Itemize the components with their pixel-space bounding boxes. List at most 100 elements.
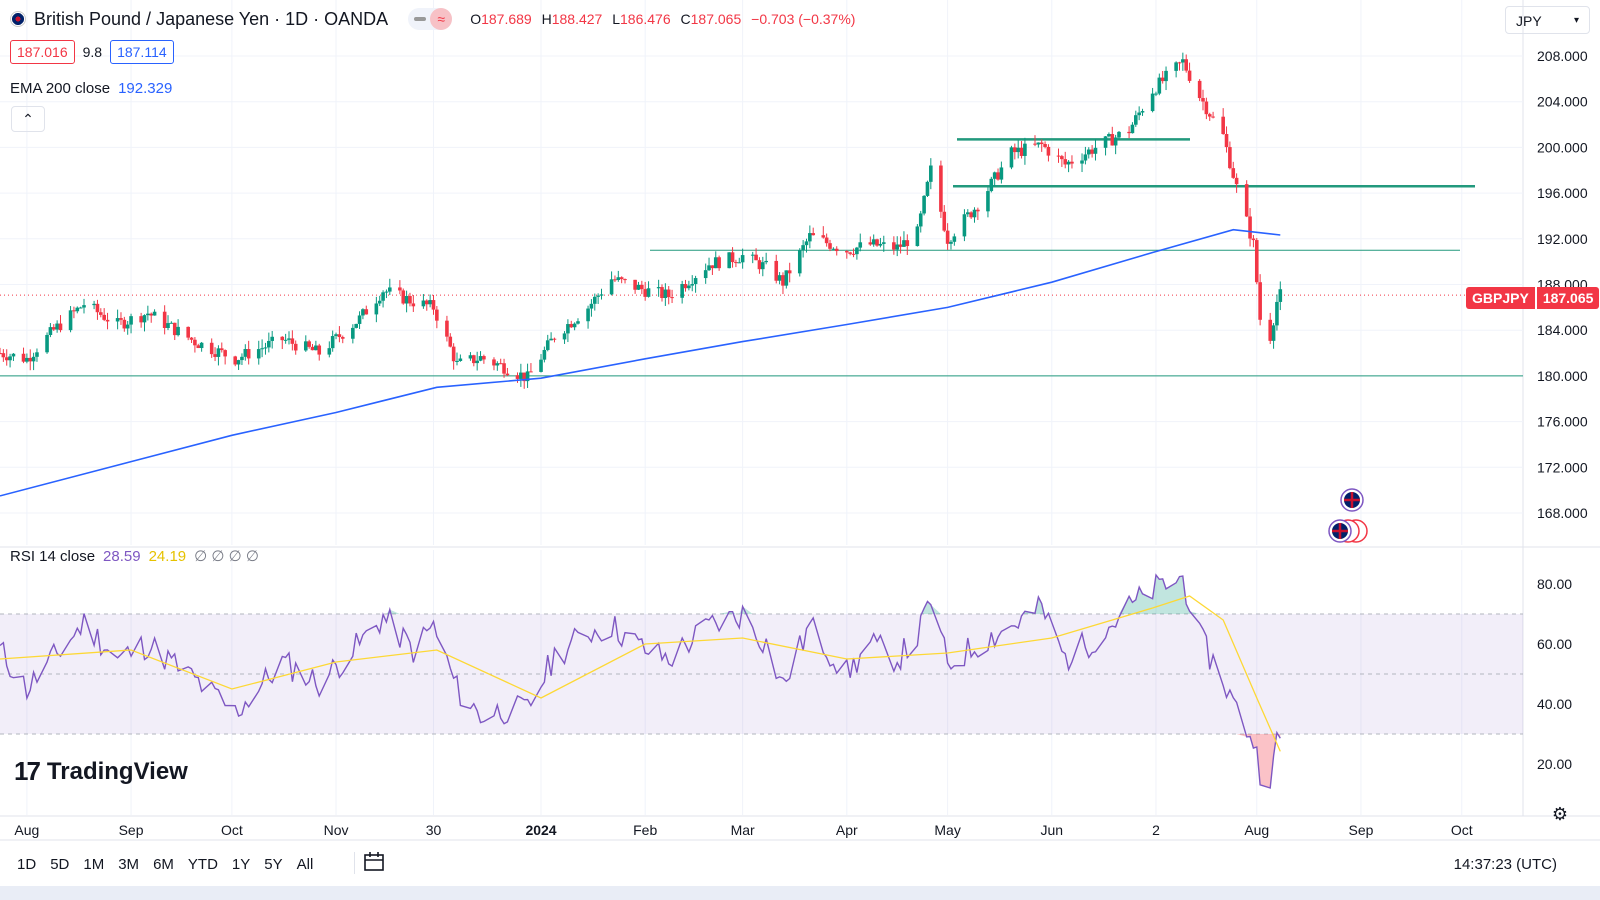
candle-body [1187, 70, 1192, 81]
price-tick-label: 172.000 [1537, 459, 1588, 475]
price-tick-label: 184.000 [1537, 322, 1588, 338]
candle-body [730, 252, 735, 263]
candle-body [102, 314, 106, 320]
candle-body [713, 257, 718, 269]
candle-body [256, 349, 261, 359]
timeframe-button-5y[interactable]: 5Y [264, 856, 283, 873]
candle-body [1039, 142, 1044, 145]
candle-body [99, 312, 103, 315]
timeframe-button-5d[interactable]: 5D [50, 856, 70, 873]
candle-body [1207, 114, 1212, 117]
candle-body [1023, 143, 1027, 156]
currency-selector[interactable]: JPY ▾ [1505, 6, 1590, 34]
clock[interactable]: 14:37:23 (UTC) [1453, 856, 1557, 873]
brand-name: TradingView [46, 757, 188, 785]
price-tick-label: 176.000 [1537, 414, 1588, 430]
ema-legend[interactable]: EMA 200 close 192.329 [10, 80, 172, 97]
ema-200-line [0, 228, 1281, 497]
candle-body [72, 310, 76, 312]
candle-body [468, 355, 473, 359]
chevron-down-icon: ▾ [1573, 15, 1579, 26]
calendar-icon[interactable] [362, 850, 386, 874]
candle-body [1268, 319, 1273, 341]
candle-body [1254, 240, 1259, 283]
candle-body [589, 303, 594, 309]
candle-body [45, 334, 49, 353]
candle-body [986, 191, 990, 212]
legend-header: British Pound / Japanese Yen · 1D · OAND… [10, 8, 861, 30]
candle-body [361, 309, 365, 316]
candle-body [660, 287, 664, 299]
candle-body [58, 323, 63, 331]
ema-value: 192.329 [118, 80, 173, 97]
candle-body [246, 349, 251, 359]
ema-label: EMA 200 close [10, 80, 111, 97]
candle-body [283, 339, 288, 341]
candle-body [1134, 115, 1138, 125]
candle-body [787, 270, 792, 274]
candle-body [354, 323, 358, 328]
timeframe-button-1d[interactable]: 1D [17, 856, 37, 873]
candle-body [364, 309, 369, 315]
candle-body [969, 212, 973, 218]
settings-gear-icon[interactable]: ⚙ [1551, 804, 1569, 824]
candle-body [377, 300, 382, 304]
candle-body [472, 355, 476, 364]
x-tick-label: Jun [1041, 822, 1064, 838]
candle-body [186, 326, 190, 338]
candle-body [78, 307, 83, 309]
x-tick-label: Oct [1451, 822, 1473, 838]
candle-body [1086, 149, 1091, 155]
tradingview-logo[interactable]: 17 TradingView [14, 756, 188, 787]
x-tick-label: May [934, 822, 960, 838]
bid-ask-row: 187.016 9.8 187.114 [10, 40, 174, 64]
rsi-legend[interactable]: RSI 14 close 28.59 24.19 ∅ ∅ ∅ ∅ [10, 547, 259, 566]
timeframe-button-3m[interactable]: 3M [118, 856, 140, 873]
timeframe-button-6m[interactable]: 6M [153, 856, 174, 873]
candle-body [576, 321, 580, 324]
candle-body [586, 308, 590, 322]
price-tick-label: 180.000 [1537, 368, 1588, 384]
timeframe-button-all[interactable]: All [296, 856, 314, 873]
buy-price-button[interactable]: 187.114 [110, 40, 174, 64]
candle-body [522, 372, 527, 382]
x-tick-label: Sep [1348, 822, 1373, 838]
candle-body [855, 247, 859, 255]
candle-body [495, 363, 500, 366]
candle-body [1221, 116, 1225, 135]
candle-body [458, 358, 463, 361]
candle-body [1278, 289, 1283, 302]
candle-body [404, 296, 409, 304]
candle-body [330, 336, 335, 349]
indicator-toggle-icon[interactable]: ≈ [408, 8, 453, 30]
candle-body [199, 342, 204, 349]
candle-body [619, 277, 624, 280]
candle-body [1103, 136, 1108, 148]
timeframe-button-ytd[interactable]: YTD [187, 856, 218, 873]
candle-body [761, 262, 765, 270]
price-tick-label: 192.000 [1537, 231, 1588, 247]
timeframe-button-1y[interactable]: 1Y [231, 856, 251, 873]
candle-body [196, 345, 201, 349]
collapse-legend-button[interactable]: ⌃ [11, 106, 45, 132]
candle-body [905, 240, 910, 247]
candle-body [448, 336, 453, 347]
chevron-up-icon: ⌃ [22, 111, 34, 127]
candle-body [115, 318, 120, 322]
tv-logo-icon: 17 [14, 756, 41, 786]
candle-body [122, 319, 127, 329]
symbol-title[interactable]: British Pound / Japanese Yen · 1D · OAND… [34, 8, 389, 29]
candle-body [240, 356, 244, 361]
candle-body [566, 324, 570, 334]
timeframe-button-1m[interactable]: 1M [83, 856, 105, 873]
candle-body [613, 279, 617, 281]
rsi-tick-label: 80.00 [1537, 576, 1572, 592]
candle-body [939, 165, 943, 212]
candle-body [824, 237, 829, 244]
candle-body [717, 257, 721, 269]
candle-body [1228, 147, 1232, 169]
candle-body [656, 287, 661, 289]
sell-price-button[interactable]: 187.016 [10, 40, 75, 64]
candle-body [35, 352, 39, 357]
